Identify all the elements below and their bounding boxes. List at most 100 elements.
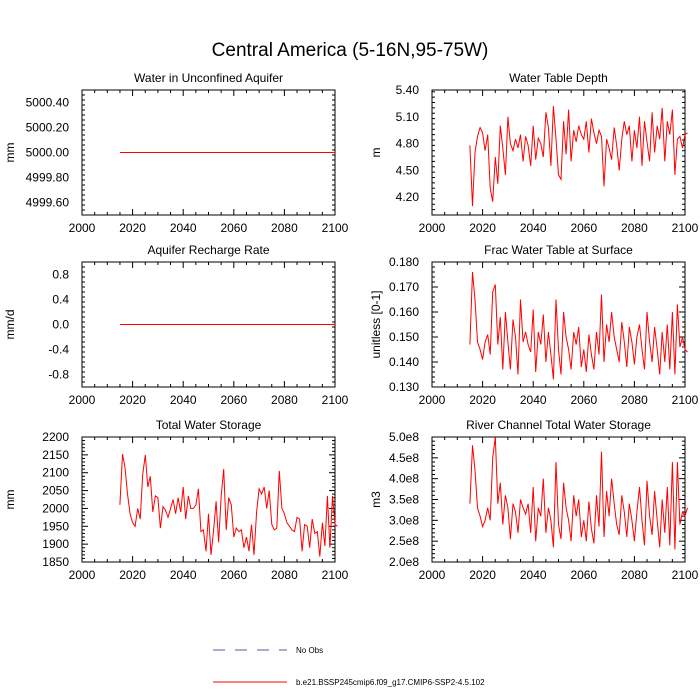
x-tick-label: 2060 (220, 393, 247, 407)
x-tick-label: 2040 (170, 221, 197, 235)
y-tick-label: 2100 (42, 466, 69, 480)
series-line (469, 106, 688, 207)
y-tick-label: 0.130 (389, 380, 419, 394)
y-tick-label: 4.20 (396, 190, 420, 204)
y-tick-label: 4.0e8 (389, 472, 419, 486)
x-tick-label: 2040 (520, 393, 547, 407)
y-tick-label: 4999.80 (26, 171, 70, 185)
y-tick-label: 0.170 (389, 280, 419, 294)
x-tick-label: 2060 (570, 221, 597, 235)
panel-title: Total Water Storage (156, 418, 262, 432)
x-tick-label: 2040 (170, 568, 197, 582)
x-tick-label: 2020 (469, 221, 496, 235)
y-tick-label: 0.160 (389, 305, 419, 319)
x-tick-label: 2020 (119, 221, 146, 235)
x-tick-label: 2020 (469, 393, 496, 407)
y-tick-label: 0.0 (52, 318, 69, 332)
y-tick-label: 2200 (42, 430, 69, 444)
y-tick-label: 0.8 (52, 268, 69, 282)
panel-title: Water in Unconfined Aquifer (134, 71, 283, 85)
y-axis-label: mm/d (3, 310, 17, 340)
series-line (469, 271, 688, 380)
x-tick-label: 2000 (419, 568, 446, 582)
panels-group: Water in Unconfined Aquifer mm 2000 2020 204… (3, 71, 699, 582)
y-tick-label: -0.8 (48, 368, 69, 382)
y-tick-label: 4.50 (396, 163, 420, 177)
series-line (469, 436, 688, 550)
x-tick-label: 2000 (69, 221, 96, 235)
x-tick-label: 2040 (520, 221, 547, 235)
y-tick-label: 5.40 (396, 83, 420, 97)
panel-4: Frac Water Table at Surface unitless [0-1… (369, 243, 699, 407)
x-tick-label: 2100 (672, 393, 699, 407)
legend-model-label: b.e21.BSSP245cmip6.f09_g17.CMIP6-SSP2-4.… (296, 678, 485, 687)
y-axis-label: mm (3, 143, 17, 163)
plot-frame (431, 261, 686, 388)
series-line (119, 454, 338, 557)
x-tick-label: 2020 (119, 568, 146, 582)
y-tick-label: 5.10 (396, 110, 420, 124)
y-tick-label: 5000.40 (26, 96, 70, 110)
panel-title: Aquifer Recharge Rate (147, 243, 269, 257)
panel-2: Water Table Depth m 2000 2020 2040 2060 2080 21… (369, 71, 699, 235)
y-tick-label: 3.5e8 (389, 493, 419, 507)
x-tick-label: 2100 (322, 568, 349, 582)
x-tick-label: 2100 (322, 221, 349, 235)
x-tick-label: 2060 (570, 568, 597, 582)
y-tick-label: 0.180 (389, 255, 419, 269)
y-axis-label: m3 (369, 491, 383, 508)
panel-title: Water Table Depth (509, 71, 608, 85)
y-tick-label: 0.4 (52, 293, 69, 307)
y-tick-label: 2000 (42, 501, 69, 515)
y-tick-label: 3.0e8 (389, 513, 419, 527)
x-tick-label: 2100 (672, 221, 699, 235)
y-tick-label: 4999.60 (26, 196, 70, 210)
x-tick-label: 2000 (419, 221, 446, 235)
x-tick-label: 2080 (621, 221, 648, 235)
x-tick-label: 2040 (170, 393, 197, 407)
panel-5: Total Water Storage mm 2000 2020 2040 2060 208… (3, 418, 349, 582)
x-tick-label: 2020 (119, 393, 146, 407)
figure-title: Central America (5-16N,95-75W) (212, 40, 489, 61)
x-tick-label: 2080 (271, 393, 298, 407)
panel-title: River Channel Total Water Storage (466, 418, 651, 432)
x-tick-label: 2040 (520, 568, 547, 582)
y-tick-label: -0.4 (48, 343, 69, 357)
y-axis-label: unitless [0-1] (369, 290, 383, 358)
y-axis-label: mm (3, 490, 17, 510)
x-tick-label: 2080 (621, 393, 648, 407)
x-tick-label: 2100 (672, 568, 699, 582)
y-tick-label: 5000.20 (26, 121, 70, 135)
x-tick-label: 2000 (69, 393, 96, 407)
y-axis-label: m (369, 148, 383, 158)
y-tick-label: 1950 (42, 519, 69, 533)
x-tick-label: 2020 (469, 568, 496, 582)
x-tick-label: 2000 (69, 568, 96, 582)
y-tick-label: 0.140 (389, 355, 419, 369)
y-tick-label: 2.5e8 (389, 534, 419, 548)
legend: No Obs b.e21.BSSP245cmip6.f09_g17.CMIP6-… (213, 646, 485, 687)
panel-3: Aquifer Recharge Rate mm/d 2000 2020 2040 206… (3, 243, 349, 407)
y-tick-label: 5000.00 (26, 146, 70, 160)
y-tick-label: 5.0e8 (389, 430, 419, 444)
x-tick-label: 2080 (271, 568, 298, 582)
y-tick-label: 2050 (42, 484, 69, 498)
panel-title: Frac Water Table at Surface (484, 243, 633, 257)
x-tick-label: 2080 (621, 568, 648, 582)
y-tick-label: 1850 (42, 555, 69, 569)
panel-1: Water in Unconfined Aquifer mm 2000 2020 204… (3, 71, 349, 235)
x-tick-label: 2060 (570, 393, 597, 407)
y-tick-label: 0.150 (389, 330, 419, 344)
x-tick-label: 2000 (419, 393, 446, 407)
x-tick-label: 2080 (271, 221, 298, 235)
y-tick-label: 4.80 (396, 137, 420, 151)
y-tick-label: 4.5e8 (389, 451, 419, 465)
x-tick-label: 2060 (220, 568, 247, 582)
x-tick-label: 2100 (322, 393, 349, 407)
legend-obs-label: No Obs (296, 646, 323, 655)
y-tick-label: 2.0e8 (389, 555, 419, 569)
x-tick-label: 2060 (220, 221, 247, 235)
